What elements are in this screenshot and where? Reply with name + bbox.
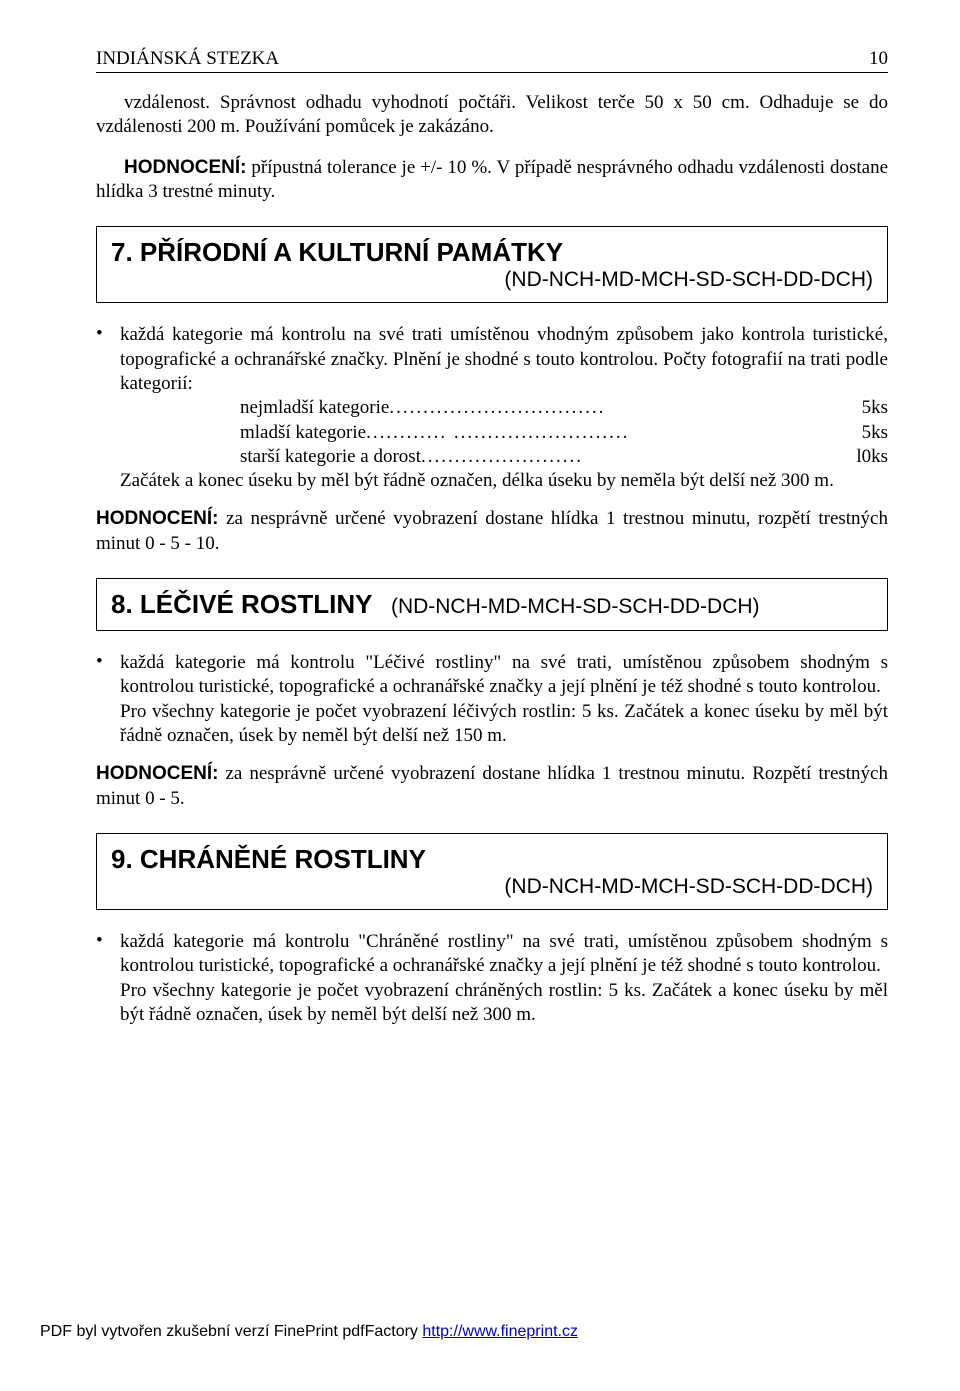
footer-text: PDF byl vytvořen zkušební verzí FinePrin… (40, 1323, 422, 1340)
section-7-bullet-b: Začátek a konec úseku by měl být řádně o… (120, 470, 834, 491)
section-8-title: 8. LÉČIVÉ ROSTLINY (111, 589, 373, 619)
bullet-icon: • (96, 323, 120, 493)
row-mladsi: mladší kategorie ............ ..........… (240, 421, 888, 445)
section-9-bullet-b: Pro všechny kategorie je počet vyobrazen… (120, 980, 888, 1025)
pdf-footer: PDF byl vytvořen zkušební verzí FinePrin… (40, 1323, 578, 1341)
section-7-sub: (ND-NCH-MD-MCH-SD-SCH-DD-DCH) (111, 268, 873, 292)
page-number: 10 (869, 48, 888, 70)
section-8-bullet-a: každá kategorie má kontrolu "Léčivé rost… (120, 652, 888, 697)
bullet-icon: • (96, 930, 120, 1027)
section-7-bullet: • každá kategorie má kontrolu na své tra… (96, 323, 888, 493)
section-7-title: 7. PŘÍRODNÍ A KULTURNÍ PAMÁTKY (111, 237, 873, 268)
section-7-hodnoceni: HODNOCENÍ: za nesprávně určené vyobrazen… (96, 507, 888, 556)
section-8-box: 8. LÉČIVÉ ROSTLINY (ND-NCH-MD-MCH-SD-SCH… (96, 578, 888, 631)
section-8-sub: (ND-NCH-MD-MCH-SD-SCH-DD-DCH) (391, 595, 760, 618)
hodnoceni-label-7: HODNOCENÍ: (96, 508, 218, 529)
intro-paragraph-1: vzdálenost. Správnost odhadu vyhodnotí p… (96, 91, 888, 140)
section-9-box: 9. CHRÁNĚNÉ ROSTLINY (ND-NCH-MD-MCH-SD-S… (96, 833, 888, 910)
section-9-sub: (ND-NCH-MD-MCH-SD-SCH-DD-DCH) (111, 875, 873, 899)
footer-link[interactable]: http://www.fineprint.cz (422, 1323, 578, 1340)
intro-hodnoceni: HODNOCENÍ: přípustná tolerance je +/- 10… (96, 156, 888, 205)
section-7-rows: nejmladší kategorie ....................… (120, 396, 888, 469)
section-9-bullet: • každá kategorie má kontrolu "Chráněné … (96, 930, 888, 1027)
header-title: INDIÁNSKÁ STEZKA (96, 48, 279, 70)
section-8-bullet: • každá kategorie má kontrolu "Léčivé ro… (96, 651, 888, 748)
hodnoceni-label: HODNOCENÍ: (124, 157, 246, 178)
section-7-box: 7. PŘÍRODNÍ A KULTURNÍ PAMÁTKY (ND-NCH-M… (96, 226, 888, 303)
section-9-bullet-a: každá kategorie má kontrolu "Chráněné ro… (120, 931, 888, 976)
section-7-bullet-a: každá kategorie má kontrolu na své trati… (120, 324, 888, 394)
section-8-hodnoceni: HODNOCENÍ: za nesprávně určené vyobrazen… (96, 762, 888, 811)
hodnoceni-label-8: HODNOCENÍ: (96, 763, 218, 784)
page-header: INDIÁNSKÁ STEZKA 10 (96, 48, 888, 73)
section-8-bullet-b: Pro všechny kategorie je počet vyobrazen… (120, 701, 888, 746)
section-9-title: 9. CHRÁNĚNÉ ROSTLINY (111, 844, 873, 875)
bullet-icon: • (96, 651, 120, 748)
row-starsi: starší kategorie a dorost ..............… (240, 445, 888, 469)
row-nejmladsi: nejmladší kategorie ....................… (240, 396, 888, 420)
